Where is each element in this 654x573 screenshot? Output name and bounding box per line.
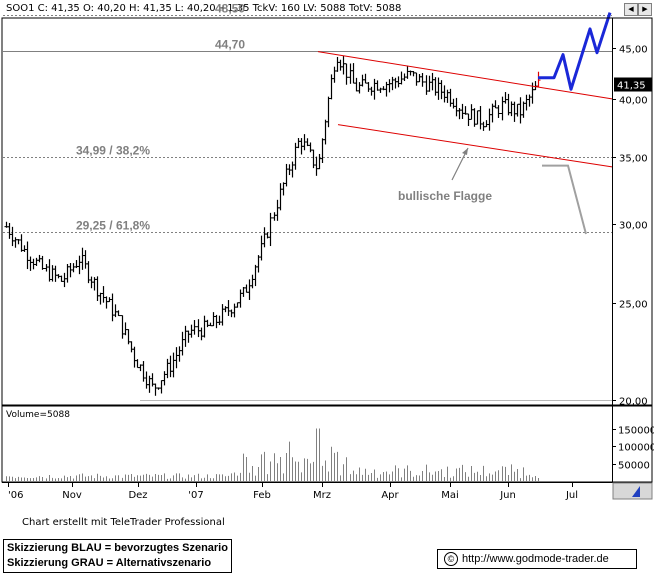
created-with-note: Chart erstellt mit TeleTrader Profession… [22, 517, 225, 528]
ticker-line: SOO1 C: 41,35 O: 40,20 H: 41,35 L: 40,20… [6, 3, 402, 14]
scenario-blue-path [538, 12, 612, 91]
y-tick-label: 30,00 [619, 221, 648, 232]
level-label: 48,50 [215, 2, 245, 16]
quote-header: SOO1 C: 41,35 O: 40,20 H: 41,35 L: 40,20… [0, 0, 654, 18]
x-tick-label: Jun [499, 490, 516, 501]
scroll-left-button[interactable]: ◀ [624, 3, 638, 16]
last-price-badge [614, 77, 652, 92]
x-tick-label: Jul [565, 490, 578, 501]
x-tick-label: '06 [8, 490, 23, 501]
fibonacci-levels: 48,50 44,70 34,99 / 38,2% 29,25 / 61,8% [3, 2, 612, 233]
channel-upper-line [317, 51, 613, 100]
level-label: 29,25 / 61,8% [76, 219, 150, 233]
x-tick-label: Nov [62, 490, 82, 501]
volume-panel: Volume=5088 50000 100000 150000 [6, 410, 654, 481]
axis-corner-button [612, 482, 653, 500]
y-tick-label: 20,00 [619, 397, 648, 408]
scenario-gray-path [542, 164, 587, 235]
chart-frame [1, 17, 653, 483]
y-tick-label: 45,00 [619, 45, 648, 56]
y-tick-label: 35,00 [619, 154, 648, 165]
x-tick-label: Feb [253, 490, 271, 501]
channel-lower-line [337, 124, 613, 168]
x-tick-label: '07 [188, 490, 203, 501]
volume-label: Volume=5088 [6, 410, 70, 420]
level-label: 34,99 / 38,2% [76, 144, 150, 158]
volume-y-tick-label: 150000 [618, 426, 654, 437]
x-tick-label: Mai [441, 490, 459, 501]
volume-y-tick-label: 100000 [618, 443, 654, 454]
price-bars [4, 55, 541, 396]
level-label: 44,70 [215, 38, 245, 52]
copyright-icon: © [444, 552, 458, 567]
x-tick-label: Dez [128, 490, 147, 501]
x-tick-label: Apr [381, 490, 399, 501]
annotation-arrowhead [462, 148, 468, 155]
last-price-badge-label: 41,35 [617, 81, 646, 92]
volume-y-tick-label: 50000 [618, 461, 650, 472]
y-tick-label: 40,00 [619, 96, 648, 107]
corner-scroll-icon [632, 486, 640, 497]
legend-blue: Skizzierung BLAU = bevorzugtes Szenario [7, 542, 228, 554]
source-credit[interactable]: © http://www.godmode-trader.de [437, 549, 637, 569]
axes: 20,00 25,00 30,00 35,00 40,00 45,00 '06 Nov Dez '… [1, 17, 653, 501]
y-tick-label: 25,00 [619, 300, 648, 311]
legend-gray: Skizzierung GRAU = Alternativszenario [7, 557, 212, 569]
source-url[interactable]: http://www.godmode-trader.de [462, 553, 609, 566]
overlays: bullische Flagge 41,35 [317, 12, 652, 235]
annotation-label: bullische Flagge [398, 189, 492, 203]
scenario-legend: Skizzierung BLAU = bevorzugtes Szenario … [3, 539, 232, 573]
scroll-right-button[interactable]: ▶ [638, 3, 652, 16]
x-tick-label: Mrz [313, 490, 331, 501]
